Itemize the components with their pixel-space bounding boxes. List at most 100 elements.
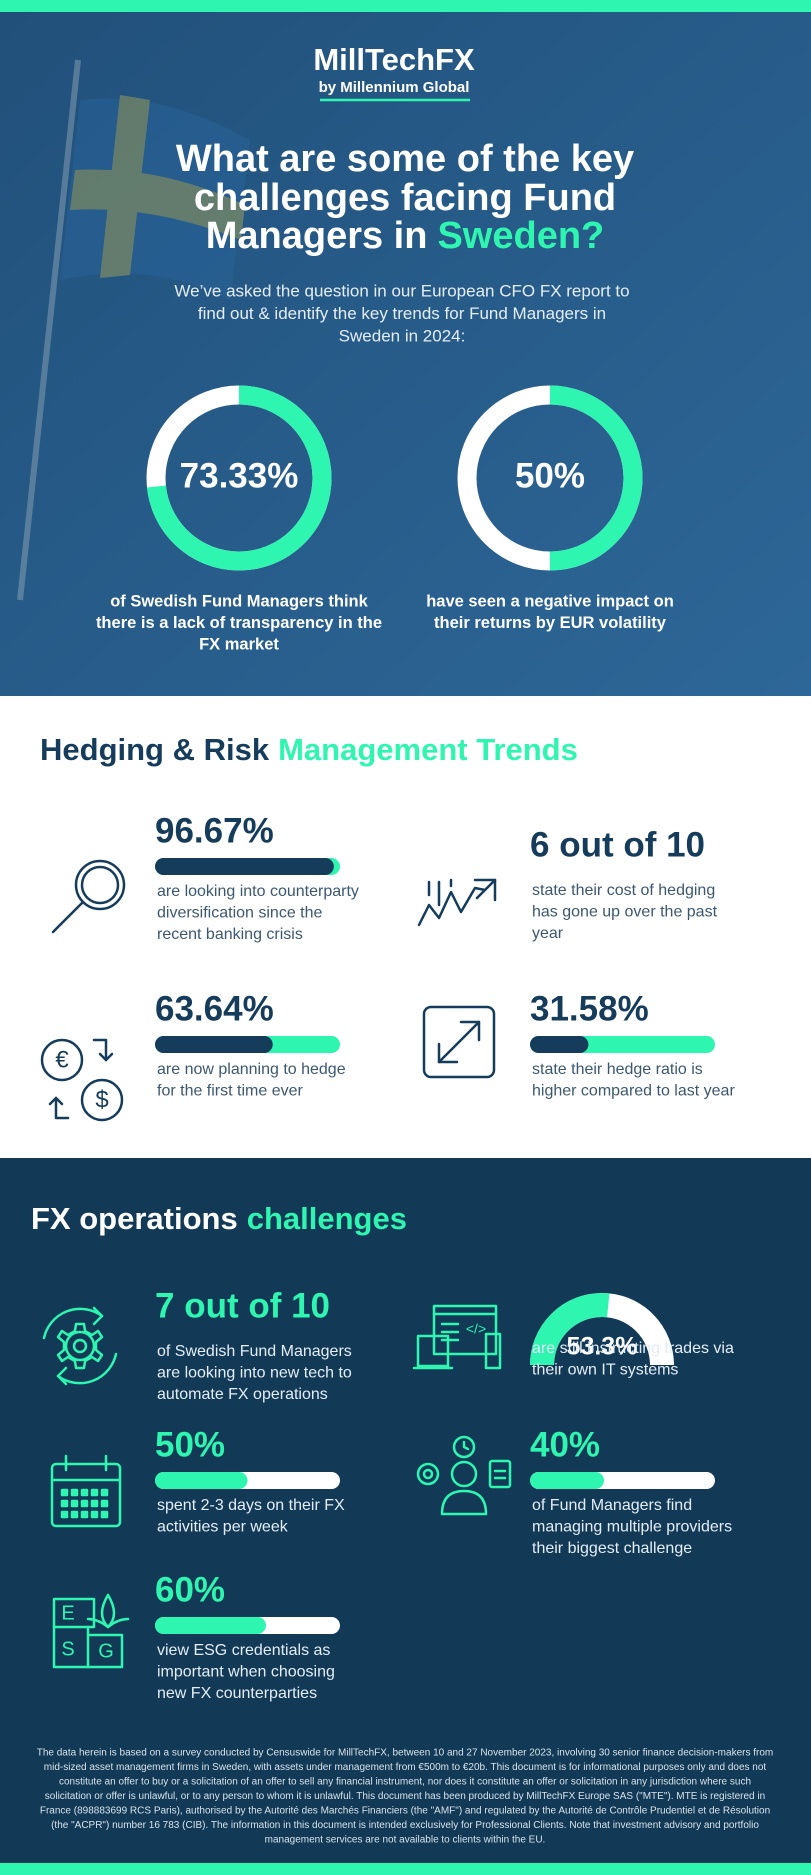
icon-part: [52, 1625, 90, 1669]
fx-background: [0, 1158, 811, 1875]
stat-text: diversification since the: [157, 905, 323, 922]
icon-part: €: [55, 1046, 69, 1073]
icon-search: [51, 859, 126, 934]
icon-part: [437, 1020, 481, 1064]
icon-part: [42, 1307, 104, 1340]
footer-line: (the "ACPR") number 16 783 (CIB). The in…: [51, 1820, 759, 1831]
icon-part: [56, 1352, 118, 1385]
icon-part: [80, 1488, 89, 1497]
footer-line: management services are not available to…: [265, 1835, 546, 1846]
icon-part: [432, 1304, 498, 1356]
icon-gear: [42, 1306, 118, 1386]
icon-part: [416, 1334, 450, 1368]
section-heading: Hedging & Risk Management Trends: [40, 732, 578, 767]
stat-text: state their cost of hedging: [532, 882, 715, 899]
icon-part: [72, 1338, 88, 1354]
icon-part: [100, 1510, 109, 1519]
icon-part: [90, 1488, 99, 1497]
icon-part: [462, 1440, 470, 1451]
icon-part: S: [61, 1638, 74, 1660]
footer-line: solicitation or offer is unlawful, or to…: [45, 1791, 765, 1802]
icon-part: </>: [466, 1321, 486, 1337]
icon-part: [60, 1488, 69, 1497]
stat-text: automate FX operations: [157, 1386, 328, 1403]
stat-text: are now planning to hedge: [157, 1061, 346, 1078]
icon-part: [488, 1459, 512, 1489]
icon-chart: [417, 878, 497, 927]
icon-part: [80, 1078, 124, 1122]
flag-photo: [17, 59, 250, 601]
icon-part: [422, 1468, 434, 1480]
icon-part: [70, 1488, 79, 1497]
title-text: Managers in: [206, 215, 428, 257]
stat-text: are looking into new tech to: [157, 1365, 352, 1382]
bar-fill: [530, 1036, 589, 1053]
icon-part: [70, 1499, 79, 1508]
stat-text: year: [532, 925, 564, 942]
donut-caption: have seen a negative impact on: [426, 592, 674, 610]
icon-part: [86, 1633, 124, 1669]
icon-computer: </>: [412, 1304, 502, 1370]
icon-part: $: [95, 1086, 108, 1113]
icon-part: G: [98, 1640, 114, 1662]
icon-part: [92, 1306, 104, 1326]
donut-caption: their returns by EUR volatility: [434, 614, 667, 632]
footer-line: mid-sized asset management firms in Swed…: [44, 1762, 767, 1773]
logo-sub: by Millennium Global: [319, 79, 470, 96]
stat-text: spent 2-3 days on their FX: [157, 1497, 345, 1514]
stat-text: view ESG credentials as: [157, 1642, 330, 1659]
bar-fill: [155, 1617, 266, 1634]
icon-part: [100, 1488, 109, 1497]
heading-text: FX operations: [31, 1201, 238, 1236]
icon-part: [52, 1597, 96, 1629]
icon-part: [100, 1499, 109, 1508]
icon-part: [56, 1366, 68, 1386]
stat-text: for the first time ever: [157, 1083, 303, 1100]
stat-text: new FX counterparties: [157, 1685, 317, 1702]
bar-fill: [530, 1472, 604, 1489]
icon-people: [416, 1435, 512, 1516]
footer-line: The data herein is based on a survey con…: [37, 1748, 774, 1759]
icon-part: [417, 886, 487, 927]
icon-part: [50, 1462, 122, 1528]
stat-text: their biggest challenge: [532, 1540, 692, 1557]
icon-part: [90, 1510, 99, 1519]
stat-text: their own IT systems: [532, 1362, 678, 1379]
heading-highlight: challenges: [247, 1201, 407, 1236]
icon-part: [80, 1499, 89, 1508]
section-heading: FX operations challenges: [31, 1201, 407, 1236]
donut-caption: FX market: [199, 635, 279, 653]
stat-headline: 50%: [155, 1425, 225, 1464]
stat-text: are looking into counterparty: [157, 883, 359, 900]
donut-label: 73.33%: [180, 456, 299, 495]
icon-calendar: [50, 1454, 122, 1528]
bar-fill: [155, 1036, 273, 1053]
stat-text: managing multiple providers: [532, 1519, 732, 1536]
stat-headline: 7 out of 10: [155, 1286, 330, 1325]
intro-line: We’ve asked the question in our European…: [174, 281, 629, 300]
icon-part: [64, 1330, 96, 1362]
donut-label: 50%: [515, 456, 585, 495]
icon-part: [60, 1510, 69, 1519]
icon-part: [60, 1499, 69, 1508]
stat-headline: 60%: [155, 1570, 225, 1609]
icon-part: [475, 878, 497, 900]
stat-text: important when choosing: [157, 1664, 335, 1681]
icon-expand: [422, 1005, 496, 1079]
icon-part: E: [61, 1602, 74, 1624]
bar-fill: [155, 858, 334, 875]
title-line: challenges facing Fund: [194, 177, 616, 219]
donut-caption: there is a lack of transparency in the: [96, 614, 382, 632]
icon-part: [74, 859, 126, 911]
icon-esg: ES G: [52, 1593, 130, 1669]
icon-part: [450, 1460, 478, 1488]
top-strip: [0, 0, 811, 12]
icon-part: [80, 1510, 89, 1519]
icon-part: [106, 1617, 130, 1629]
icon-part: [51, 900, 85, 934]
stat-text: state their hedge ratio is: [532, 1061, 703, 1078]
icon-part: [92, 1038, 108, 1062]
icon-part: [86, 1617, 110, 1629]
donut-arc: [146, 385, 332, 571]
